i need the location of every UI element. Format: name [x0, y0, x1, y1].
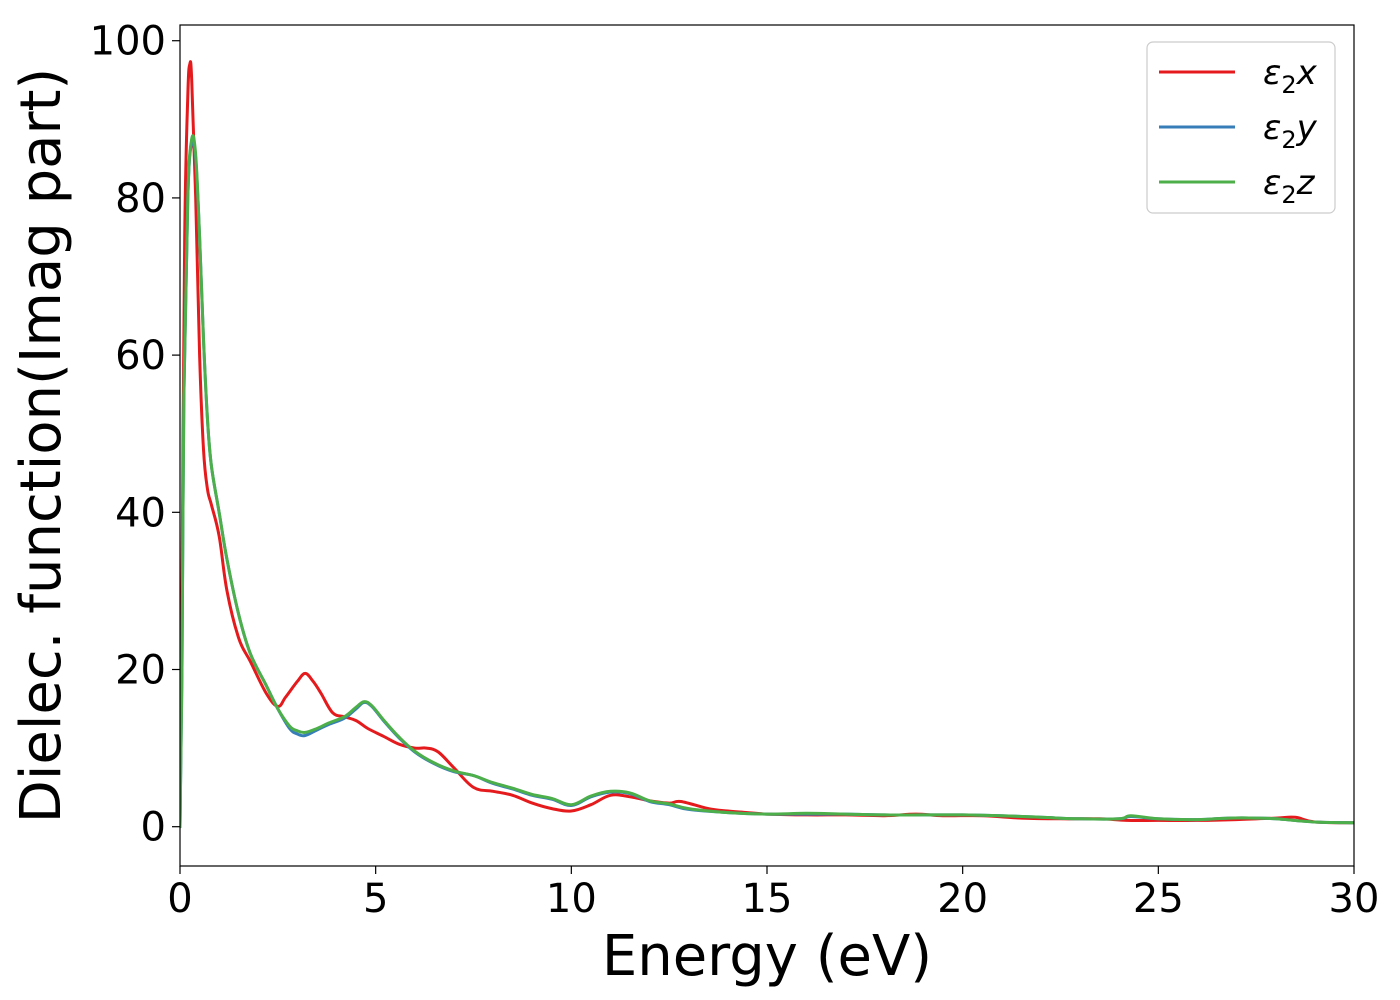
- legend-label: ε2x: [1263, 53, 1318, 99]
- x-tick-label: 20: [937, 876, 988, 922]
- x-tick-label: 25: [1133, 876, 1184, 922]
- x-tick-label: 5: [363, 876, 388, 922]
- y-tick-label: 80: [115, 176, 166, 222]
- x-tick-label: 15: [742, 876, 793, 922]
- legend-label: ε2y: [1263, 108, 1318, 154]
- y-tick-label: 60: [115, 333, 166, 379]
- legend-label: ε2z: [1263, 163, 1316, 209]
- y-tick-label: 20: [115, 648, 166, 694]
- plot-frame: [179, 24, 1355, 867]
- y-tick-label: 40: [115, 490, 166, 536]
- y-axis-title: Dielec. function(Imag part): [9, 68, 74, 824]
- series-line-3: [180, 134, 1354, 829]
- y-ticks: 0 20 40 60 80 100: [90, 19, 180, 851]
- x-tick-label: 0: [167, 876, 192, 922]
- y-tick-label: 100: [90, 19, 166, 65]
- x-tick-label: 10: [546, 876, 597, 922]
- legend-box: [1146, 41, 1336, 214]
- y-tick-label: 0: [141, 805, 166, 851]
- series-layer: [180, 60, 1354, 829]
- x-ticks: 0 5 10 15 20 25 30: [167, 866, 1379, 922]
- legend: ε2x ε2y ε2z: [1146, 41, 1336, 214]
- x-axis-title: Energy (eV): [602, 924, 932, 989]
- x-tick-label: 30: [1329, 876, 1380, 922]
